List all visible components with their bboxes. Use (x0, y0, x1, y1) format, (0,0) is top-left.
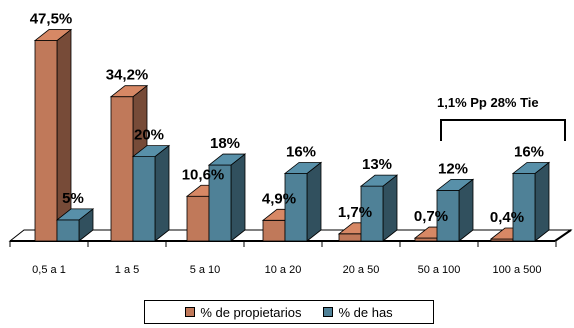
x-tick-label: 5 a 10 (190, 264, 221, 276)
bar-top (207, 153, 247, 166)
x-tick-label: 20 a 50 (343, 264, 380, 276)
data-label: 20% (134, 127, 164, 144)
x-axis-side-line (554, 229, 572, 242)
bar-top (33, 29, 73, 41)
data-label: 1,7% (338, 204, 372, 221)
legend-swatch-has (323, 307, 334, 317)
data-label: 13% (362, 156, 392, 173)
x-tick-label: 0,5 a 1 (32, 264, 66, 276)
bar (512, 173, 536, 242)
legend-label-has: % de has (338, 304, 393, 320)
bar-top (109, 85, 149, 98)
data-label: 12% (438, 160, 468, 177)
bar-top (55, 208, 95, 221)
bar-side (230, 153, 246, 242)
annotation-text: 1,1% Pp 28% Tie (437, 95, 539, 110)
bar-side (56, 28, 72, 242)
bar-top (283, 162, 323, 174)
bar (132, 156, 156, 242)
x-tick-label: 50 a 100 (418, 264, 461, 276)
bar (414, 237, 438, 242)
data-label: 4,9% (262, 190, 296, 207)
bar-top (131, 145, 171, 157)
bar (186, 195, 210, 242)
bar-top (435, 178, 475, 191)
data-label: 10,6% (182, 166, 225, 183)
bars (33, 28, 551, 242)
legend-item-propietarios: % de propietarios (185, 305, 301, 320)
bar-side (382, 174, 398, 242)
data-label: 0,4% (490, 209, 524, 226)
bar-side (154, 144, 170, 242)
x-tick-label: 1 a 5 (115, 264, 139, 276)
data-label: 16% (286, 143, 316, 160)
data-label: 18% (210, 135, 240, 152)
x-tick-label: 100 a 500 (493, 264, 542, 276)
bar (338, 233, 362, 242)
data-label: 34,2% (106, 67, 149, 84)
data-label: 16% (514, 143, 544, 160)
bar (56, 219, 80, 242)
bar-top (511, 162, 551, 174)
data-labels: 47,5% 34,2% 10,6% 4,9% 1,7% 0,7% 0,4% 5% 20% 18% 1… (30, 11, 544, 226)
bar (110, 96, 134, 242)
bar-side (306, 161, 322, 242)
annotation-bracket (440, 119, 566, 141)
legend-swatch-propietarios (185, 307, 196, 317)
legend-item-has: % de has (323, 304, 393, 320)
legend-label-propietarios: % de propietarios (200, 304, 302, 320)
bar (262, 219, 286, 242)
bar-side (534, 161, 550, 242)
annotation: 1,1% Pp 28% Tie (437, 95, 566, 141)
data-label: 5% (62, 190, 84, 207)
bar (34, 40, 58, 242)
data-label: 0,7% (414, 208, 448, 225)
legend: % de propietarios % de has (144, 300, 434, 324)
bar-top (359, 174, 399, 187)
data-label: 47,5% (30, 11, 73, 28)
x-tick-label: 10 a 20 (265, 264, 302, 276)
x-axis: 0,5 a 1 1 a 5 5 a 10 10 a 20 20 a 50 50 a 100… (9, 241, 557, 276)
